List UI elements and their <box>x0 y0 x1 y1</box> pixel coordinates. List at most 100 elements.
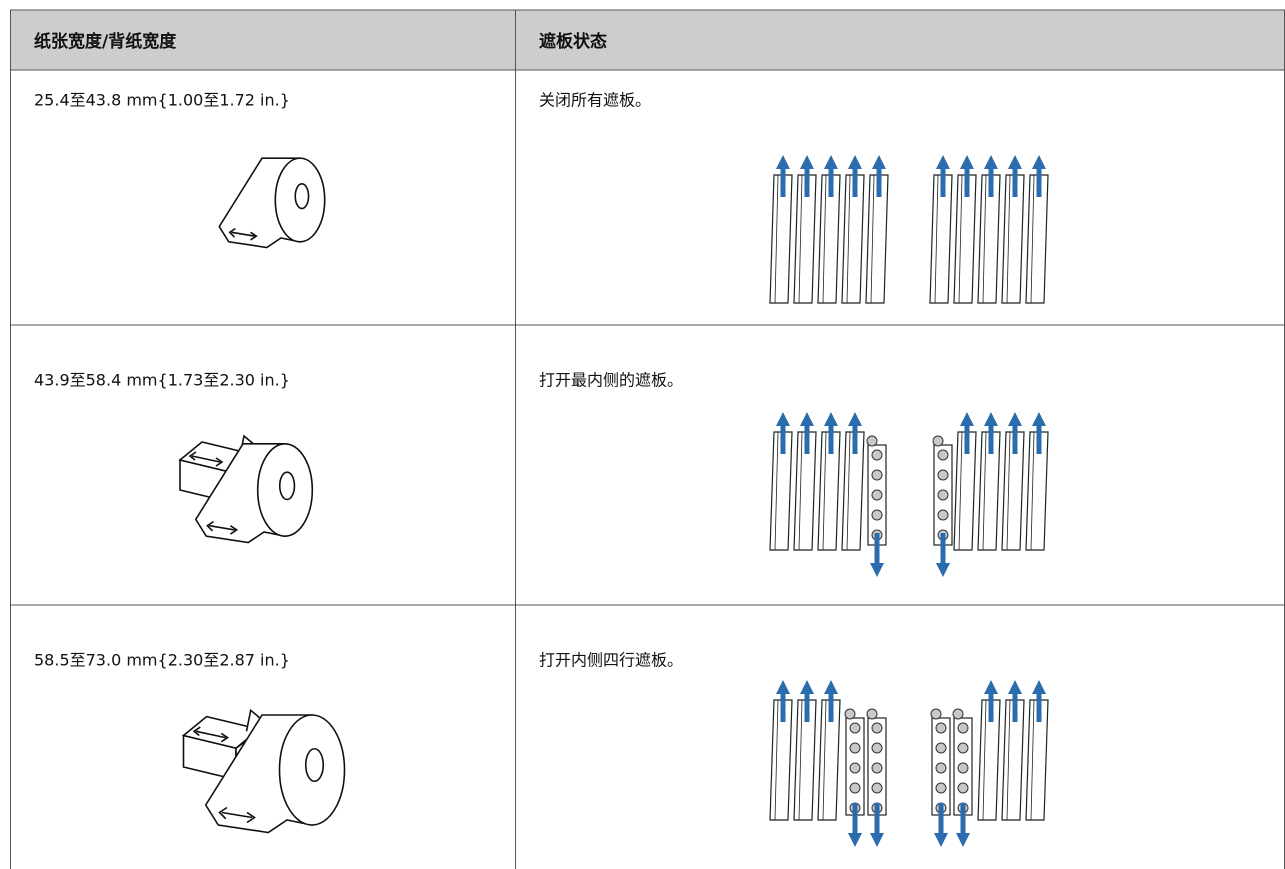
arrow-head <box>848 155 862 169</box>
shutter-state: 打开最内侧的遮板。 <box>539 371 683 390</box>
paper-width: 43.9至58.4 mm{1.73至2.30 in.} <box>34 371 290 390</box>
shutter-hole <box>871 469 883 481</box>
shutter-edge <box>798 699 803 821</box>
arrow-head <box>934 833 948 847</box>
roll-core <box>294 183 310 210</box>
shutter-edge <box>1030 431 1035 551</box>
shutter-hole <box>844 708 856 720</box>
shutter-hole <box>937 489 949 501</box>
shutter-hole <box>871 489 883 501</box>
shutter-edge <box>822 699 827 821</box>
arrow-head <box>936 155 950 169</box>
arrow-head <box>960 412 974 426</box>
shutter-edge <box>822 174 827 304</box>
arrow-head <box>872 155 886 169</box>
width-arrow-head <box>192 726 230 743</box>
shutter-edge <box>1030 699 1035 821</box>
paper-roll <box>218 157 326 249</box>
arrow-head <box>1008 155 1022 169</box>
shutter-edge <box>982 699 987 821</box>
shutter-edge <box>1006 174 1011 304</box>
arrow-head <box>824 412 838 426</box>
width-arrow <box>209 524 235 531</box>
roll-core <box>304 747 325 783</box>
arrow-head <box>984 680 998 694</box>
shutter-edge <box>846 174 851 304</box>
arrow-head <box>1008 412 1022 426</box>
header-background <box>10 10 1285 70</box>
arrow-head <box>936 563 950 577</box>
shutter-edge <box>1006 431 1011 551</box>
arrow-head <box>776 412 790 426</box>
shutter-hole <box>935 762 947 774</box>
width-arrow <box>221 811 253 819</box>
arrow-head <box>956 833 970 847</box>
shutter-hole <box>871 722 883 734</box>
shutter-hole <box>871 782 883 794</box>
shutter-edge <box>822 431 827 551</box>
shutter-edge <box>982 431 987 551</box>
shutter-hole <box>937 509 949 521</box>
width-arrow-head <box>228 227 258 241</box>
arrow-head <box>800 412 814 426</box>
shutter-state: 关闭所有遮板。 <box>539 91 651 110</box>
arrow-head <box>800 680 814 694</box>
shutter-hole <box>866 708 878 720</box>
shutter-hole <box>957 782 969 794</box>
shutter-edge <box>774 174 779 304</box>
shutter-hole <box>849 742 861 754</box>
shutter-hole <box>871 509 883 521</box>
shutter-hole <box>935 722 947 734</box>
arrow-head <box>776 155 790 169</box>
arrow-head <box>824 155 838 169</box>
shutter-edge <box>798 431 803 551</box>
paper-width: 58.5至73.0 mm{2.30至2.87 in.} <box>34 651 290 670</box>
shutter-hole <box>930 708 942 720</box>
arrow-head <box>776 680 790 694</box>
shutter-hole <box>937 469 949 481</box>
paper-roll <box>194 443 314 544</box>
arrow-head <box>1032 412 1046 426</box>
arrow-head <box>800 155 814 169</box>
shutter-edge <box>870 174 875 304</box>
width-arrow <box>195 730 226 739</box>
shutter-edge <box>774 699 779 821</box>
shutter-edge <box>1006 699 1011 821</box>
width-arrow-head <box>188 451 224 467</box>
shutter-hole <box>957 762 969 774</box>
width-arrow <box>191 455 221 463</box>
arrow-head <box>984 412 998 426</box>
arrow-head <box>1032 155 1046 169</box>
arrow-head <box>848 412 862 426</box>
header-cell: 纸张宽度/背纸宽度 <box>34 31 177 52</box>
shutter-edge <box>846 431 851 551</box>
paper-width: 25.4至43.8 mm{1.00至1.72 in.} <box>34 91 290 110</box>
shutter-hole <box>935 782 947 794</box>
width-arrow-head <box>206 520 239 535</box>
shutter-hole <box>952 708 964 720</box>
arrow-head <box>824 680 838 694</box>
arrow-head <box>1008 680 1022 694</box>
shutter-hole <box>871 742 883 754</box>
shutter-edge <box>934 174 939 304</box>
shutter-edge <box>982 174 987 304</box>
shutter-hole <box>937 449 949 461</box>
shutter-hole <box>935 742 947 754</box>
arrow-head <box>984 155 998 169</box>
shutter-state: 打开内侧四行遮板。 <box>539 651 683 670</box>
shutter-hole <box>849 762 861 774</box>
shutter-hole <box>849 722 861 734</box>
shutter-hole <box>871 762 883 774</box>
arrow-head <box>848 833 862 847</box>
arrow-head <box>870 833 884 847</box>
shutter-edge <box>958 431 963 551</box>
roll-core <box>278 471 296 501</box>
arrow-head <box>960 155 974 169</box>
shutter-hole <box>866 435 878 447</box>
shutter-hole <box>932 435 944 447</box>
shutter-hole <box>957 722 969 734</box>
shutter-hole <box>849 782 861 794</box>
shutter-edge <box>798 174 803 304</box>
arrow-head <box>1032 680 1046 694</box>
